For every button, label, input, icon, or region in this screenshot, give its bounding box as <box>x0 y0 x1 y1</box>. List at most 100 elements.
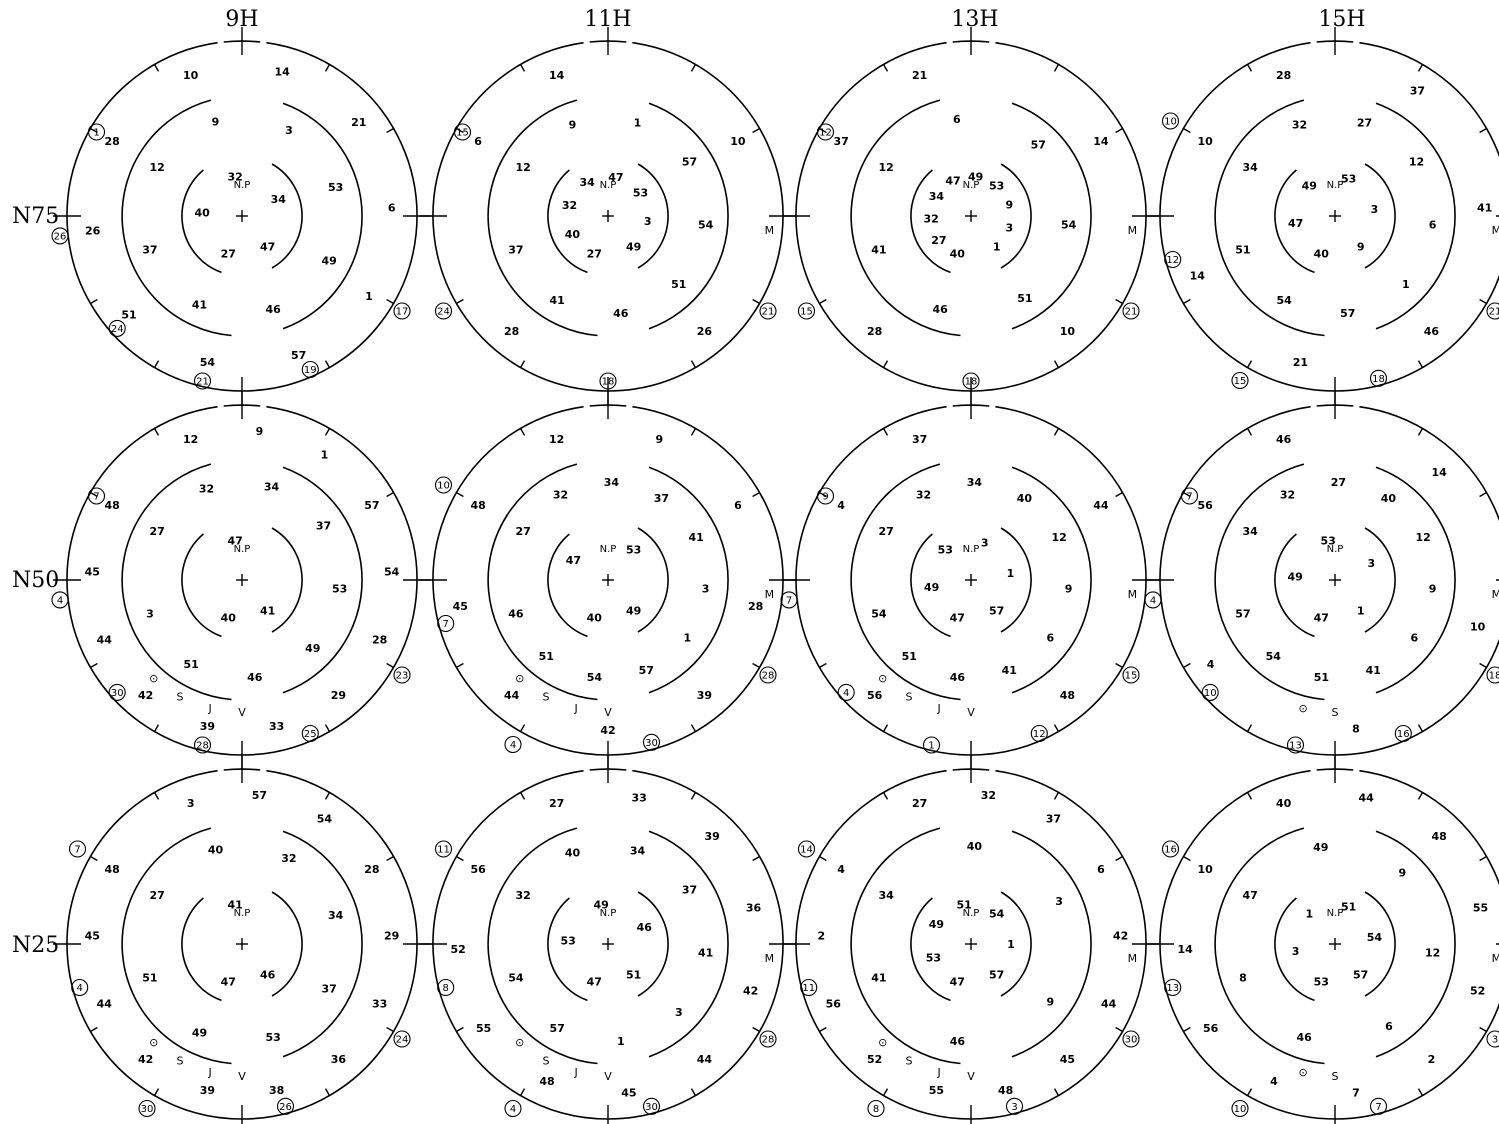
marker-number: 4 <box>510 1104 516 1115</box>
star-label-outer: 29 <box>384 929 399 942</box>
star-label-outer: 48 <box>998 1084 1013 1097</box>
star-label-middle: 27 <box>878 525 893 538</box>
marker-circle <box>437 978 455 997</box>
marker-circle <box>437 614 455 633</box>
marker-number: 30 <box>111 688 124 699</box>
star-label-outer: 55 <box>929 1084 944 1097</box>
circled-marker: 28 <box>193 736 212 754</box>
azimuth-tick <box>1417 724 1424 732</box>
star-label-outer: 44 <box>697 1053 713 1066</box>
star-label-middle: 51 <box>671 278 686 291</box>
star-label-middle: 34 <box>1242 525 1258 538</box>
star-label-middle: 34 <box>967 476 983 489</box>
marker-circle <box>1122 1030 1140 1048</box>
azimuth-tick <box>819 491 827 498</box>
planet-symbol: V <box>604 1070 612 1083</box>
azimuth-tick <box>1479 1026 1487 1033</box>
marker-circle <box>797 840 816 858</box>
altitude-ring-30 <box>121 827 232 1065</box>
azimuth-tick <box>752 491 760 498</box>
star-label-middle: 46 <box>247 671 263 684</box>
star-label-middle: 12 <box>515 161 530 174</box>
circled-marker: 1 <box>922 736 941 754</box>
star-label-middle: 3 <box>702 583 710 596</box>
azimuth-tick <box>690 724 697 732</box>
planet-symbol: M <box>1128 588 1138 601</box>
azimuth-tick <box>819 298 827 305</box>
star-label-inner: 27 <box>221 248 236 261</box>
star-label-middle: 46 <box>266 303 282 316</box>
circled-marker: 14 <box>797 840 816 858</box>
altitude-ring-60 <box>910 897 951 1002</box>
star-label-inner: 1 <box>1305 907 1313 920</box>
marker-circle <box>599 372 617 390</box>
azimuth-tick <box>1417 428 1424 436</box>
star-label-inner: 49 <box>1288 571 1303 584</box>
star-label-inner: 53 <box>1314 976 1329 989</box>
star-label-outer: 21 <box>1293 356 1308 369</box>
star-label-middle: 40 <box>967 840 983 853</box>
planet-symbol: M <box>1492 952 1499 965</box>
azimuth-tick <box>882 792 889 800</box>
circled-marker: 28 <box>759 1030 777 1048</box>
star-label-middle: 6 <box>1429 219 1437 232</box>
star-label-middle: 53 <box>328 181 343 194</box>
star-label-middle: 32 <box>281 852 296 865</box>
star-label-middle: 9 <box>569 119 577 132</box>
altitude-ring-30 <box>487 827 598 1065</box>
star-label-outer: 52 <box>1470 984 1485 997</box>
planet-symbol: J <box>573 1066 577 1079</box>
star-label-inner: 27 <box>587 248 602 261</box>
star-label-middle: 34 <box>328 909 344 922</box>
star-label-inner: 53 <box>938 543 953 556</box>
azimuth-tick <box>1053 724 1060 732</box>
marker-number: 30 <box>1125 1035 1138 1046</box>
azimuth-tick <box>752 127 760 134</box>
star-label-outer: 26 <box>697 325 713 338</box>
azimuth-tick <box>153 724 160 732</box>
star-label-middle: 51 <box>184 658 199 671</box>
marker-circle <box>1122 302 1140 320</box>
star-label-middle: 27 <box>1331 476 1346 489</box>
star-label-middle: 57 <box>1340 307 1355 320</box>
marker-circle <box>759 1030 777 1048</box>
north-pole-label: N.P <box>963 908 980 919</box>
marker-number: 12 <box>1166 255 1179 266</box>
altitude-ring-30 <box>1214 827 1325 1065</box>
star-label-middle: 12 <box>1415 531 1430 544</box>
marker-circle <box>276 1097 295 1115</box>
altitude-ring-60 <box>1274 533 1315 638</box>
marker-number: 26 <box>279 1102 292 1113</box>
star-label-outer: 4 <box>1207 658 1215 671</box>
marker-circle <box>1030 724 1048 743</box>
azimuth-tick <box>90 855 98 862</box>
star-label-middle: 41 <box>871 244 886 257</box>
circled-marker: 12 <box>1164 250 1182 269</box>
altitude-ring-30 <box>121 99 232 337</box>
marker-circle <box>800 978 818 997</box>
star-label-outer: 9 <box>655 433 663 446</box>
star-label-middle: 47 <box>1242 889 1257 902</box>
azimuth-tick <box>1053 428 1060 436</box>
marker-circle <box>393 302 411 320</box>
circled-marker: 18 <box>599 372 617 390</box>
star-label-middle: 27 <box>515 525 530 538</box>
azimuth-tick <box>1115 127 1123 134</box>
altitude-ring-60 <box>1274 897 1315 1002</box>
azimuth-tick <box>690 64 697 72</box>
star-label-middle: 51 <box>1314 671 1329 684</box>
marker-number: 1 <box>928 741 934 752</box>
altitude-ring-60 <box>1000 527 1032 633</box>
star-label-middle: 34 <box>1242 161 1258 174</box>
circled-marker: 16 <box>1161 840 1180 858</box>
azimuth-tick <box>324 1088 331 1096</box>
star-label-middle: 51 <box>142 972 157 985</box>
row-label-n50: N50 <box>12 568 59 593</box>
azimuth-tick <box>1115 491 1123 498</box>
star-label-outer: 48 <box>539 1075 554 1088</box>
star-label-outer: 57 <box>252 789 267 802</box>
star-label-outer: 28 <box>1276 69 1291 82</box>
azimuth-tick <box>456 855 464 862</box>
panel-r2-c1: N.P 47 53 49 46 51 32 40 34 37 41 3 1 57 54 27 33 39 36 42 4… <box>419 755 797 1124</box>
